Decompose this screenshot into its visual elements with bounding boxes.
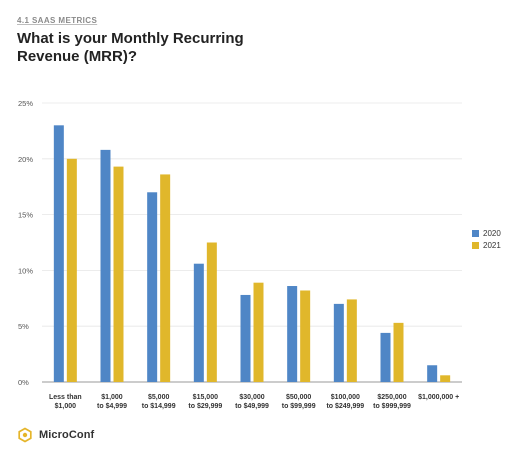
bar-2020 bbox=[380, 332, 391, 382]
bar-2021 bbox=[66, 158, 77, 382]
x-tick-label: $30,000 bbox=[239, 394, 264, 401]
bar-2021 bbox=[160, 174, 171, 382]
y-tick-label: 20% bbox=[18, 155, 33, 164]
chart-title: What is your Monthly Recurring Revenue (… bbox=[17, 30, 244, 65]
legend-label-2021: 2021 bbox=[483, 241, 501, 250]
bar-2021 bbox=[253, 282, 264, 382]
x-tick-label: $50,000 bbox=[286, 394, 311, 401]
x-tick-label: to $999,999 bbox=[373, 403, 411, 410]
x-tick-label: to $29,999 bbox=[188, 403, 222, 410]
y-tick-label: 0% bbox=[18, 378, 29, 387]
brand-name: MicroConf bbox=[39, 429, 95, 441]
x-tick-label: $250,000 bbox=[377, 394, 406, 401]
y-tick-label: 15% bbox=[18, 211, 33, 220]
x-tick-label: Less than bbox=[49, 394, 82, 401]
x-tick-label: to $4,999 bbox=[97, 403, 127, 410]
x-tick-label: to $49,999 bbox=[235, 403, 269, 410]
legend-swatch-2021 bbox=[472, 242, 479, 249]
bar-2021 bbox=[206, 242, 217, 382]
bar-2020 bbox=[287, 286, 298, 382]
bar-2021 bbox=[300, 290, 311, 382]
x-tick-label: $100,000 bbox=[331, 394, 360, 401]
bar-2020 bbox=[427, 365, 438, 382]
bar-2020 bbox=[240, 294, 251, 382]
bar-2021 bbox=[393, 322, 404, 382]
legend-swatch-2020 bbox=[472, 230, 479, 237]
bar-2021 bbox=[440, 375, 451, 382]
bar-2020 bbox=[53, 125, 64, 382]
x-tick-label: $5,000 bbox=[148, 394, 170, 401]
bar-2020 bbox=[147, 192, 158, 382]
y-tick-label: 5% bbox=[18, 322, 29, 331]
y-tick-label: 10% bbox=[18, 266, 33, 275]
bar-2020 bbox=[100, 149, 111, 382]
microconf-logo-icon bbox=[18, 427, 32, 443]
x-tick-label: $1,000 bbox=[101, 394, 123, 401]
x-tick-label: to $99,999 bbox=[282, 403, 316, 410]
section-kicker: 4.1 SAAS METRICS bbox=[17, 16, 98, 25]
x-tick-label: to $249,999 bbox=[326, 403, 364, 410]
x-tick-label: to $14,999 bbox=[142, 403, 176, 410]
x-tick-label: $1,000 bbox=[55, 403, 77, 410]
x-tick-label: $15,000 bbox=[193, 394, 218, 401]
bar-2020 bbox=[333, 303, 344, 382]
brand-logo: MicroConf bbox=[17, 426, 94, 444]
bar-2021 bbox=[346, 299, 357, 382]
bar-2021 bbox=[113, 166, 124, 382]
x-tick-label: $1,000,000 + bbox=[418, 394, 459, 401]
bar-2020 bbox=[193, 263, 204, 382]
legend-label-2020: 2020 bbox=[483, 229, 501, 238]
y-tick-label: 25% bbox=[18, 99, 33, 108]
